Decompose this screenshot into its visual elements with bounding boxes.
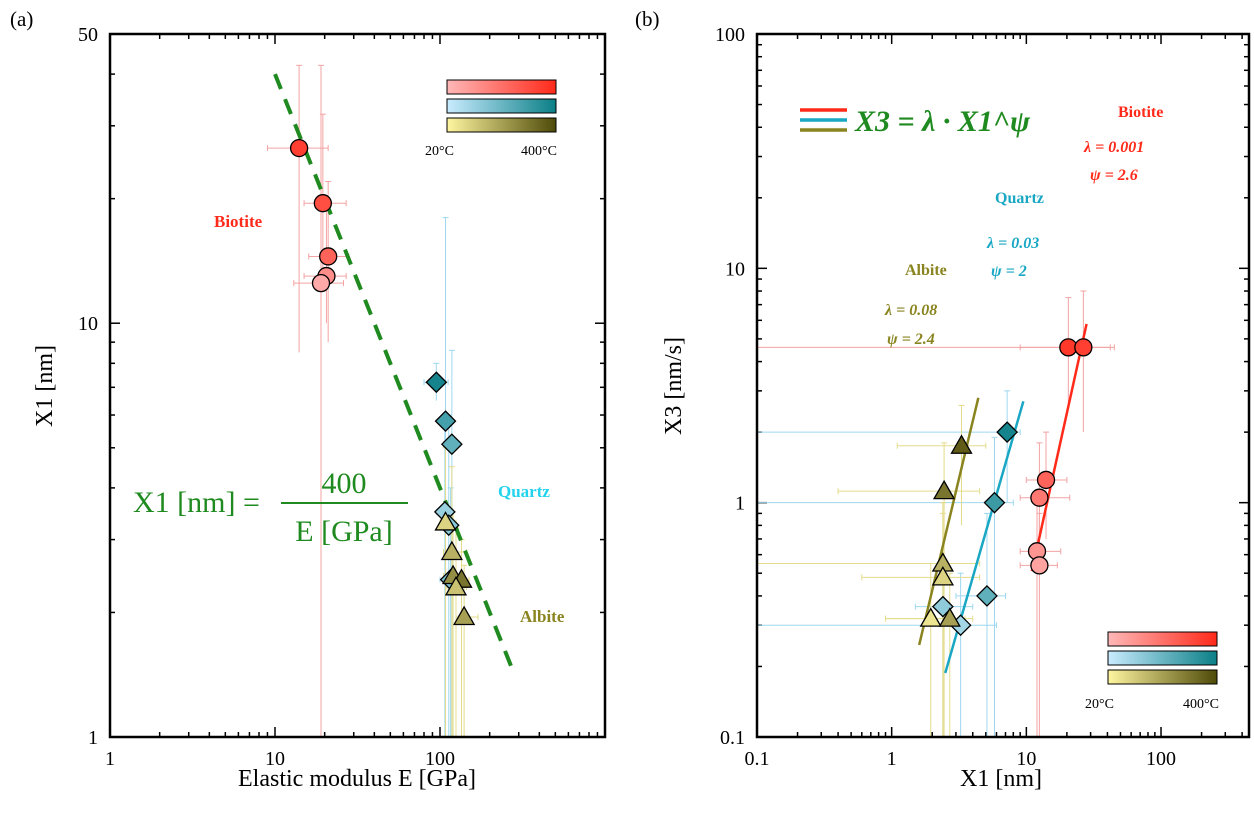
panel-a-label: (a) [10, 7, 33, 31]
panel-b-ytick-label: 1 [735, 493, 745, 515]
panel-a-point-biotite [311, 273, 331, 293]
panel-b-point-albite [932, 479, 956, 500]
panel-b-xtick-label: 1 [887, 748, 897, 770]
panel-b-frame [755, 32, 1251, 739]
legend-label-low: 20°C [425, 144, 454, 159]
panel-a-point-albite [444, 576, 468, 596]
panel-b-point-biotite [1030, 556, 1049, 575]
panel-a-point-quartz [434, 410, 457, 433]
fit-formula-denominator: E [GPa] [295, 515, 392, 548]
panel-a-point-biotite [313, 194, 333, 213]
panel-a-fit-line-path [273, 73, 514, 668]
fit-lambda-biotite: λ = 0.001 [1083, 139, 1144, 156]
panel-a-point-albite [434, 511, 457, 531]
fit-psi-quartz: ψ = 2 [991, 263, 1027, 280]
panel-b-point-biotite [1074, 338, 1093, 357]
panel-a-points [289, 138, 476, 626]
panel-b-point-biotite [1036, 470, 1056, 490]
panel-b-point-albite [938, 607, 961, 627]
panel-a-point-albite [452, 605, 476, 626]
legend-bar-biotite [446, 79, 557, 95]
fit-psi-biotite: ψ = 2.6 [1090, 167, 1138, 184]
legend-label-high-b: 400°C [1183, 697, 1219, 712]
panel-b-ytick-label: 100 [715, 24, 745, 46]
annotation-quartz: Quartz [498, 482, 550, 501]
panel-b-ytick-label: 0.1 [720, 727, 745, 749]
panel-a-xtick-label: 100 [425, 748, 455, 770]
fit-lambda-albite: λ = 0.08 [884, 302, 937, 319]
panel-b: (b) 0.1 1 10 100 0.1 1 10 100 X3 = λ · X1^ψ Bio… [635, 7, 1251, 792]
fit-name-albite: Albite [905, 262, 947, 279]
panel-b-errorbars [756, 290, 1115, 737]
panel-a-errorbars [266, 64, 479, 737]
panel-b-point-albite [919, 607, 942, 627]
panel-a-xtick-label: 10 [265, 748, 285, 770]
legend-bar-albite [446, 117, 557, 133]
annotation-albite: Albite [520, 607, 565, 626]
legend-label-high: 400°C [521, 144, 557, 159]
fit-formula-lhs: X1 [nm] = [133, 486, 260, 519]
panel-a-point-quartz [425, 371, 448, 394]
panel-b-ylabel: X3 [nm/s] [661, 337, 687, 435]
panel-b-label: (b) [635, 7, 660, 31]
annotation-biotite: Biotite [214, 212, 263, 231]
legend-label-low-b: 20°C [1085, 697, 1114, 712]
panel-a-ytick-label: 10 [78, 313, 98, 335]
equation-text: X3 = λ · X1^ψ [854, 105, 1031, 138]
panel-a-point-quartz [440, 433, 463, 456]
panel-b-point-quartz [983, 491, 1006, 514]
fit-formula-numerator: 400 [322, 467, 367, 500]
panel-b-ytick-label: 10 [725, 258, 745, 280]
panel-a: (a) 1 10 100 1 10 50 20°C 400°C Biotite Quart… [10, 7, 607, 792]
panel-b-point-biotite [1030, 488, 1049, 507]
fit-lambda-quartz: λ = 0.03 [986, 235, 1039, 252]
panel-b-xtick-label: 0.1 [745, 748, 770, 770]
panel-b-xtick-label: 100 [1146, 748, 1176, 770]
panel-b-point-albite [931, 566, 955, 586]
panel-a-ticks: 1 10 100 1 10 50 [78, 24, 606, 770]
panel-a-fit-line [273, 73, 514, 668]
fit-name-biotite: Biotite [1118, 104, 1163, 121]
fit-name-quartz: Quartz [995, 190, 1044, 207]
panel-b-point-quartz [996, 421, 1019, 444]
panel-a-point-biotite [319, 247, 338, 266]
fit-formula: X1 [nm] = 400 E [GPa] [133, 467, 408, 548]
legend-bar-quartz-b [1107, 650, 1218, 666]
panel-b-xtick-label: 10 [1016, 748, 1036, 770]
legend-bar-quartz [446, 98, 557, 114]
panel-a-point-biotite [289, 138, 309, 158]
panel-a-xlabel: Elastic modulus E [GPa] [238, 766, 476, 792]
panel-a-point-albite [440, 540, 463, 561]
panel-b-points [919, 338, 1093, 637]
legend-bar-albite-b [1107, 669, 1218, 685]
panel-b-fit-line-albite [917, 397, 980, 646]
fit-psi-albite: ψ = 2.4 [887, 331, 935, 348]
equation-legend: X3 = λ · X1^ψ [800, 105, 1031, 138]
panel-b-xlabel: X1 [nm] [960, 766, 1042, 792]
panel-a-frame [108, 32, 607, 739]
panel-a-xtick-label: 1 [105, 748, 115, 770]
panel-b-point-quartz [976, 584, 998, 607]
panel-a-color-legend: 20°C 400°C [425, 79, 557, 159]
panel-a-ylabel: X1 [nm] [32, 345, 58, 427]
panel-a-ytick-label: 50 [78, 24, 98, 46]
panel-b-point-albite [950, 434, 973, 454]
legend-bar-biotite-b [1107, 631, 1218, 647]
panel-b-color-legend: 20°C 400°C [1085, 631, 1219, 712]
panel-a-ytick-label: 1 [88, 727, 98, 749]
panel-b-fit-line-biotite [1030, 323, 1088, 572]
